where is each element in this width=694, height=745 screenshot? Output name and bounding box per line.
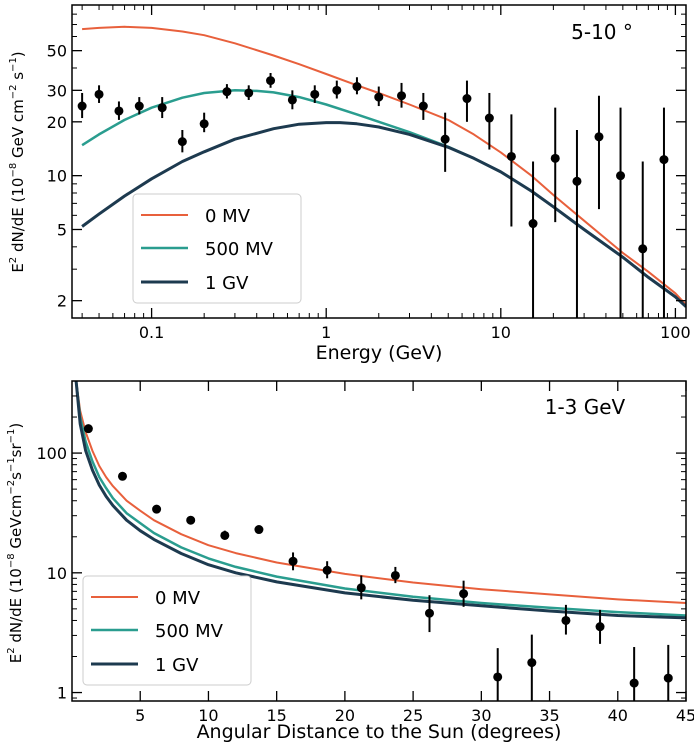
x-axis-label: Angular Distance to the Sun (degrees)	[197, 721, 562, 743]
data-point	[114, 106, 124, 116]
data-point	[266, 76, 276, 86]
model-curves	[74, 381, 686, 620]
data-point	[310, 89, 320, 99]
data-point	[117, 471, 127, 481]
data-point	[244, 88, 254, 98]
data-point	[83, 424, 93, 434]
plot-frame	[71, 380, 687, 702]
data-point	[616, 171, 626, 181]
data-point	[484, 113, 494, 123]
data-point	[418, 101, 428, 111]
y-tick-label: 5	[57, 220, 67, 239]
data-point	[550, 153, 560, 163]
axis-ticks: 0.1 1 10 100 2 5 10 20 30 50	[47, 4, 691, 342]
x-tick-label: 0.1	[139, 323, 164, 342]
series-line-1-gv	[74, 381, 686, 620]
legend-label-0: 0 MV	[205, 206, 251, 227]
data-points	[77, 72, 669, 318]
data-point	[134, 101, 144, 111]
data-point	[572, 176, 582, 186]
y-tick-label: 30	[47, 81, 67, 100]
legend-box	[132, 193, 302, 304]
x-tick-label: 30	[471, 706, 491, 725]
data-point	[77, 101, 87, 111]
data-point	[594, 132, 604, 142]
data-point	[527, 658, 537, 668]
x-axis-label: Energy (GeV)	[316, 342, 443, 364]
x-tick-label: 100	[660, 323, 691, 342]
data-points	[83, 424, 673, 701]
data-point	[493, 672, 503, 682]
x-tick-label: 5	[135, 706, 145, 725]
data-point	[440, 134, 450, 144]
data-point	[356, 583, 366, 593]
data-point	[199, 119, 209, 129]
x-tick-label: 25	[403, 706, 423, 725]
legend-label-1: 500 MV	[155, 621, 224, 642]
x-tick-label: 10	[198, 706, 218, 725]
y-tick-label: 2	[57, 292, 67, 311]
x-tick-label: 20	[335, 706, 355, 725]
series-line-0-mv	[75, 381, 686, 604]
angular-profile-panel: 5 10 15 20 25 30 35 40 45 1 10 100 1-3 GeV Angular …	[6, 380, 694, 743]
data-point	[287, 95, 297, 105]
data-point	[186, 515, 196, 525]
data-point	[94, 89, 104, 99]
data-point	[397, 91, 407, 101]
data-point	[561, 615, 571, 625]
legend-label-2: 1 GV	[205, 273, 249, 294]
y-tick-label: 10	[47, 564, 67, 583]
x-tick-label: 45	[676, 706, 694, 725]
data-point	[663, 673, 673, 683]
legend-label-0: 0 MV	[155, 588, 201, 609]
data-point	[459, 589, 469, 599]
data-point	[462, 94, 472, 104]
legend-label-1: 500 MV	[205, 239, 274, 260]
data-point	[157, 103, 167, 113]
x-tick-label: 40	[608, 706, 628, 725]
data-point	[220, 530, 230, 540]
legend-label-2: 1 GV	[155, 655, 199, 676]
y-tick-label: 100	[36, 444, 67, 463]
data-point	[528, 219, 538, 229]
data-point	[332, 85, 342, 95]
y-tick-label: 1	[57, 684, 67, 703]
y-tick-label: 20	[47, 113, 67, 132]
data-point	[352, 82, 362, 92]
data-point	[638, 244, 648, 254]
plot-frame	[71, 4, 687, 319]
y-tick-label: 50	[47, 42, 67, 61]
data-point	[659, 155, 669, 165]
x-tick-label: 35	[539, 706, 559, 725]
x-tick-label: 15	[266, 706, 286, 725]
data-point	[322, 565, 332, 575]
x-tick-label: 1	[321, 323, 331, 342]
panel-annotation: 1-3 GeV	[545, 395, 626, 419]
data-point	[254, 525, 264, 535]
x-tick-label: 10	[491, 323, 511, 342]
legend: 0 MV 500 MV 1 GV	[82, 575, 252, 686]
data-point	[629, 678, 639, 688]
data-point	[595, 622, 605, 632]
data-point	[222, 87, 232, 97]
data-point	[424, 608, 434, 618]
y-axis-label: E2 dN/dE (10−8 GeVcm−2s−1sr−1)	[6, 423, 25, 664]
data-point	[506, 151, 516, 161]
legend-box	[82, 575, 252, 686]
data-point	[374, 92, 384, 102]
legend: 0 MV 500 MV 1 GV	[132, 193, 302, 304]
data-point	[152, 504, 162, 514]
series-line-1-gv	[81, 121, 686, 308]
series-line-500-mv	[74, 381, 686, 617]
y-axis-label: E2 dN/dE (10−8 GeV cm−2 s−1)	[8, 51, 27, 272]
y-tick-label: 10	[47, 167, 67, 186]
data-point	[390, 570, 400, 580]
data-point	[288, 556, 298, 566]
data-point	[177, 137, 187, 147]
panel-annotation: 5-10 °	[571, 20, 633, 44]
